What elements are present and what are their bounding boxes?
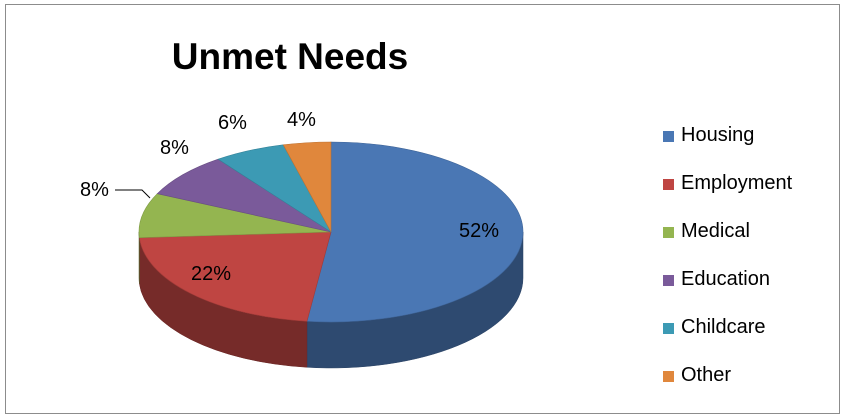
- legend-swatch: [663, 227, 674, 238]
- pie-slice-other: [282, 141, 332, 233]
- pie-slice-employment: [139, 231, 332, 322]
- data-label-housing: 52%: [459, 220, 499, 242]
- pie-sides: [138, 231, 524, 369]
- legend-swatch: [663, 323, 674, 334]
- chart-title: Unmet Needs: [171, 36, 409, 77]
- legend-label: Employment: [681, 172, 793, 194]
- legend-swatch: [663, 371, 674, 382]
- data-label-medical: 8%: [80, 179, 109, 201]
- pie-slice-medical: [138, 193, 332, 238]
- data-label-other: 4%: [287, 109, 316, 131]
- legend-swatch: [663, 179, 674, 190]
- data-label-childcare: 6%: [218, 112, 247, 134]
- legend-swatch: [663, 275, 674, 286]
- legend-label: Medical: [681, 220, 750, 242]
- pie-slice-housing: [306, 141, 524, 323]
- data-label-education: 8%: [160, 137, 189, 159]
- legend-label: Education: [681, 268, 770, 290]
- data-label-employment: 22%: [191, 263, 231, 285]
- legend-label: Other: [681, 364, 732, 386]
- pie-top: [138, 141, 524, 323]
- pie-slice-education: [156, 158, 332, 233]
- legend-label: Childcare: [681, 316, 766, 338]
- leader-line-medical: [115, 189, 151, 199]
- legend-swatch: [663, 131, 674, 142]
- legend-label: Housing: [681, 124, 755, 146]
